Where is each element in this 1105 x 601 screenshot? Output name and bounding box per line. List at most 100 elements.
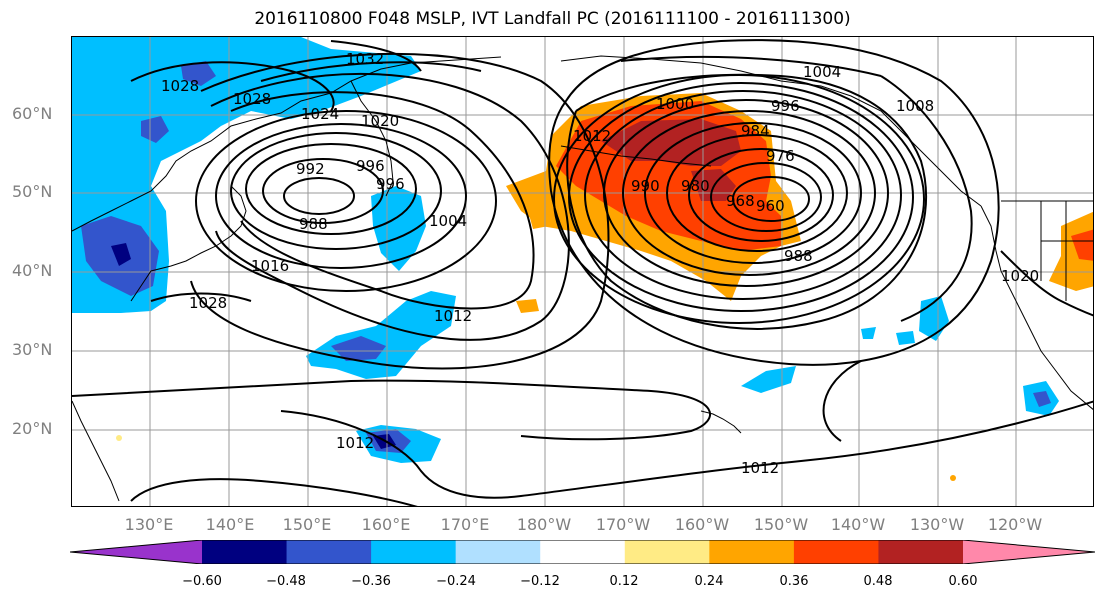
orange-region-east [1049,211,1093,291]
lon-label-130e: 130°E [124,515,174,534]
lat-label-20n: 20°N [12,419,53,438]
blue-region-midpacific-dark [331,336,386,361]
lon-label-130w: 130°W [909,515,965,534]
lon-label-160e: 160°E [361,515,411,534]
lon-label-150w: 150°W [753,515,809,534]
blue-region-kamchatka [371,186,426,271]
blue-region-small-2 [861,327,876,339]
colorbar-tick-5: 0.12 [609,574,639,589]
blue-region-nw-navy [111,243,131,266]
contour-label-1000: 1000 [656,95,694,113]
orange-region-small-1 [528,206,549,229]
contour-label-996a: 996 [356,157,385,175]
blue-region-small-1 [896,331,915,345]
yellow-dot-west [116,435,122,441]
colorbar [70,540,1095,564]
contour-label-996-east: 996 [771,97,800,115]
orange-region-small-2 [516,299,539,313]
coast-na-west [980,205,1093,410]
contour-nw-1032 [330,40,422,72]
contour-east-1016 [822,360,862,442]
contour-east-1000 [566,73,928,330]
colorbar-segment-8 [793,540,879,564]
orange-dot-east [950,475,956,481]
blue-region-hawaii-east [741,366,796,393]
contour-label-1028c: 1028 [189,294,227,312]
contour-label-976: 976 [766,147,795,165]
contour-label-1028a: 1028 [161,77,199,95]
ivt-positive-shading [116,93,1093,481]
map-panel: 1032 1028 1028 1024 1020 992 996 996 988… [71,36,1094,507]
colorbar-segment-4 [455,540,541,564]
lon-label-150e: 150°E [282,515,332,534]
contour-south-1012 [72,379,711,441]
contour-east-low-968 [688,148,834,242]
contour-label-988a: 988 [299,215,328,233]
blue-region-nw-dark-1 [141,116,169,143]
lon-label-180w: 180°W [516,515,572,534]
contour-east-low-984 [603,99,889,287]
contour-east-low-980 [622,110,876,276]
contour-east-1004 [620,55,882,77]
colorbar-segment-10 [963,540,1095,564]
border-states [1040,201,1093,301]
contour-east-low-964 [710,162,822,232]
contour-label-1032: 1032 [346,50,384,68]
contour-label-1012b: 1012 [336,434,374,452]
colorbar-segment-0 [70,540,202,564]
lat-label-40n: 40°N [12,261,53,280]
colorbar-tick-2: −0.36 [351,574,391,589]
colorbar-segment-9 [878,540,964,564]
colorbar-tick-3: −0.24 [436,574,476,589]
contour-label-1004a: 1004 [429,212,467,230]
contour-labels: 1032 1028 1028 1024 1020 992 996 996 988… [161,50,1039,477]
contour-label-1008: 1008 [896,97,934,115]
contour-label-980: 980 [681,177,710,195]
contour-label-1012d: 1012 [573,127,611,145]
contour-label-1028b: 1028 [233,90,271,108]
colorbar-segment-7 [709,540,795,564]
lon-label-120w: 120°W [987,515,1043,534]
lat-label-30n: 30°N [12,340,53,359]
contour-east-1012-ring [548,39,1000,366]
contour-west-low-1000 [230,132,442,250]
contour-south-1012b [280,400,1093,499]
contour-west-low-1004 [215,123,467,269]
contour-label-984: 984 [741,122,770,140]
lat-label-60n: 60°N [12,104,53,123]
contour-west-low-1008 [195,110,497,292]
colorbar-segment-2 [286,540,372,564]
colorbar-tick-6: 0.24 [694,574,724,589]
map-title: 2016110800 F048 MSLP, IVT Landfall PC (2… [254,9,851,29]
contour-label-996b: 996 [376,175,405,193]
contour-label-1012a: 1012 [434,307,472,325]
contour-label-960: 960 [756,197,785,215]
contour-east-low-972 [666,134,848,252]
contour-label-1004b: 1004 [803,63,841,81]
coast-korea-japan [130,185,247,302]
colorbar-tick-0: −0.60 [182,574,222,589]
contour-label-1012c: 1012 [741,459,779,477]
contour-label-992: 992 [296,160,325,178]
contour-east-1008 [880,75,973,322]
contour-east-low-976 [644,122,862,264]
contour-west-1024 [260,61,482,82]
map-canvas: 1032 1028 1028 1024 1020 992 996 996 988… [72,37,1093,506]
mslp-contours [72,39,1093,506]
contour-ne-1020 [1000,250,1093,317]
colorbar-segment-6 [624,540,710,564]
colorbar-tick-9: 0.60 [948,574,978,589]
blue-region-baja-dark [1033,391,1051,407]
colorbar-tick-8: 0.48 [863,574,893,589]
blue-region-nw-dark-3 [181,61,216,86]
colorbar-segment-1 [202,540,288,564]
contour-label-968: 968 [726,192,755,210]
colorbar-segments [70,540,1095,564]
contour-west-low-992 [262,158,384,224]
contour-west-1012 [230,91,535,310]
colorbar-tick-4: −0.12 [520,574,560,589]
contour-west-1016 [210,72,570,341]
coastlines [72,55,1093,502]
lon-label-140e: 140°E [205,515,255,534]
contour-label-1020b: 1020 [1001,267,1039,285]
